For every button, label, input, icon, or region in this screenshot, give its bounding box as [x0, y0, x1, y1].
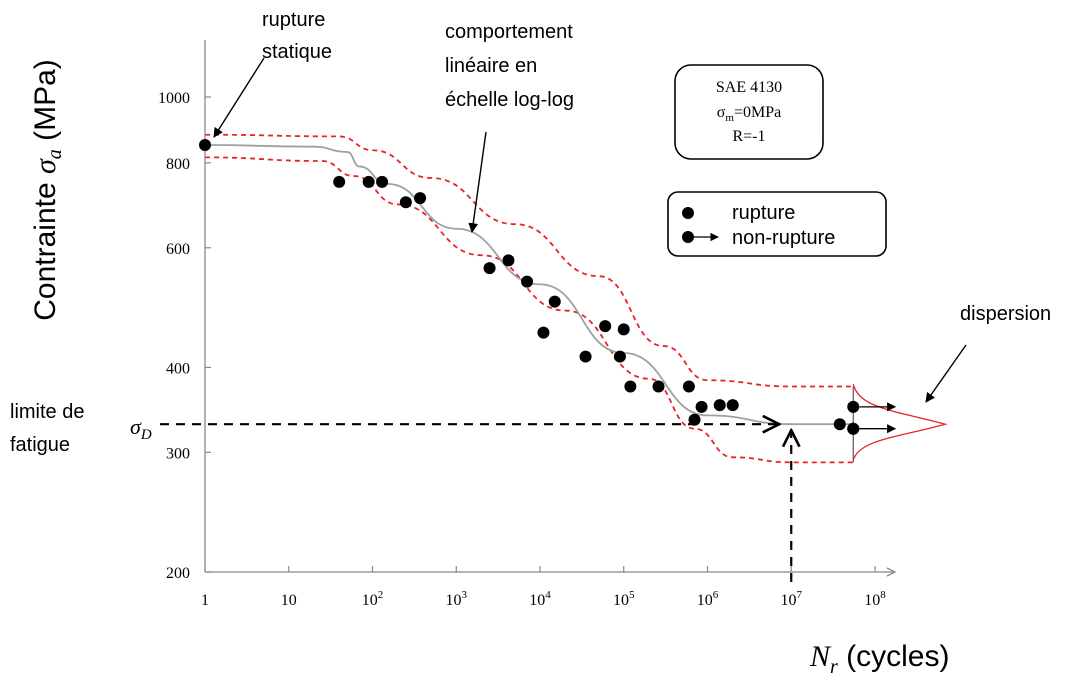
rupture-point-17	[682, 380, 695, 393]
data-points	[199, 138, 897, 435]
material-box-line2: σm=0MPa	[717, 104, 781, 124]
y-axis-title-subscript: a	[44, 149, 66, 159]
legend-non-rupture-marker	[682, 231, 694, 243]
rupture-point-7	[502, 254, 515, 267]
rupture-point-13	[613, 350, 626, 363]
rupture-point-16	[652, 380, 665, 393]
y-tick-label-0: 200	[166, 565, 190, 582]
y-tick-label-4: 800	[166, 156, 190, 173]
dispersion-distribution-curve	[852, 384, 948, 461]
rupture-point-19	[695, 400, 708, 413]
rupture-point-5	[414, 192, 427, 205]
rupture-point-4	[399, 196, 412, 209]
x-tick-label-1: 10	[281, 592, 297, 609]
y-axis-title-unit: (MPa)	[29, 59, 62, 149]
material-box: SAE 4130 σm=0MPa R=-1	[674, 64, 824, 160]
rupture-point-11	[579, 350, 592, 363]
annotation-comportement-line1: comportement	[445, 21, 573, 43]
x-axis-arrowhead	[886, 567, 897, 577]
material-box-line3: R=-1	[732, 128, 765, 145]
lower-band-line	[204, 156, 854, 464]
annotation-comportement-line2: linéaire en	[445, 55, 537, 77]
x-tick-label-2: 102	[362, 589, 384, 609]
material-box-sub: m	[725, 112, 734, 124]
rupture-point-6	[483, 262, 496, 275]
x-axis-title-subscript: r	[830, 656, 838, 678]
y-axis-title: Contrainte σa (MPa)	[29, 59, 66, 321]
annotation-dispersion: dispersion	[960, 303, 1051, 325]
legend-rupture-label: rupture	[732, 202, 795, 224]
material-box-value: =0MPa	[734, 104, 781, 121]
material-box-sigma: σ	[717, 104, 726, 121]
x-tick-label-4: 104	[529, 589, 551, 609]
rupture-point-9	[537, 326, 550, 339]
annotation-comportement-line3: échelle log-log	[445, 89, 574, 111]
rupture-point-3	[376, 175, 389, 188]
sigma-d-symbol: σ	[130, 414, 142, 439]
annotation-rupture-statique-line1: rupture	[262, 9, 325, 31]
fatigue-limit-guides	[160, 424, 791, 582]
rupture-point-21	[726, 399, 739, 412]
sigma-d-subscript: D	[140, 427, 152, 443]
non-rupture-point-1	[847, 400, 860, 413]
legend-frame	[667, 191, 887, 257]
mean-curve-line	[204, 144, 854, 426]
annotation-limite-line2: fatigue	[10, 434, 70, 456]
rupture-point-15	[624, 380, 637, 393]
rupture-point-20	[713, 399, 726, 412]
x-tick-label-8: 108	[864, 589, 886, 609]
non-rupture-point-2	[847, 422, 860, 435]
svg-text:Contrainte σa (MPa): Contrainte σa (MPa)	[29, 59, 66, 321]
y-axis-title-main: Contrainte	[29, 174, 62, 321]
annotation-comportement: comportement linéaire en échelle log-log	[445, 21, 578, 111]
y-tick-label-5: 1000	[158, 90, 190, 107]
material-box-line1: SAE 4130	[716, 79, 782, 96]
x-axis-title-unit: (cycles)	[838, 640, 950, 673]
material-box-frame	[674, 64, 824, 160]
mean-curve	[204, 144, 854, 426]
x-tick-label-3: 103	[446, 589, 468, 609]
axes: 1 10 102 103 104 105 106 107 108 200 300 400 600 800 1…	[158, 40, 897, 609]
annotation-dispersion-arrow	[925, 344, 967, 403]
annotation-limite-fatigue: limite de fatigue	[10, 401, 90, 456]
annotation-rupture-statique-line2: statique	[262, 41, 332, 63]
y-tick-label-1: 300	[166, 445, 190, 462]
x-tick-label-5: 105	[613, 589, 635, 609]
rupture-point-14	[617, 323, 630, 336]
x-axis-title-symbol: N	[809, 640, 832, 673]
y-tick-label-3: 600	[166, 241, 190, 258]
upper-band-line	[204, 133, 854, 388]
legend-non-rupture-label: non-rupture	[732, 227, 835, 249]
annotation-rupture-statique: rupture statique	[262, 9, 332, 63]
legend: rupture non-rupture	[667, 191, 887, 257]
rupture-point-18	[688, 413, 701, 426]
rupture-point-2	[362, 175, 375, 188]
annotation-rupture-statique-arrow	[213, 57, 265, 138]
x-tick-label-6: 106	[697, 589, 719, 609]
annotation-limite-line1: limite de	[10, 401, 84, 423]
x-tick-label-0: 1	[201, 592, 209, 609]
legend-rupture-marker	[682, 207, 694, 219]
rupture-point-0	[199, 138, 211, 151]
annotation-comportement-arrow	[468, 131, 487, 233]
dispersion-band	[204, 133, 948, 464]
rupture-point-10	[548, 295, 561, 308]
rupture-point-22	[833, 418, 846, 431]
rupture-point-1	[333, 175, 346, 188]
x-tick-label-7: 107	[781, 589, 803, 609]
rupture-point-8	[521, 275, 534, 288]
y-axis-title-symbol: σ	[29, 158, 62, 174]
sigma-d-label: σD	[130, 414, 152, 443]
x-axis-title: Nr (cycles)	[809, 640, 949, 678]
rupture-point-12	[599, 320, 612, 333]
y-tick-label-2: 400	[166, 360, 190, 377]
